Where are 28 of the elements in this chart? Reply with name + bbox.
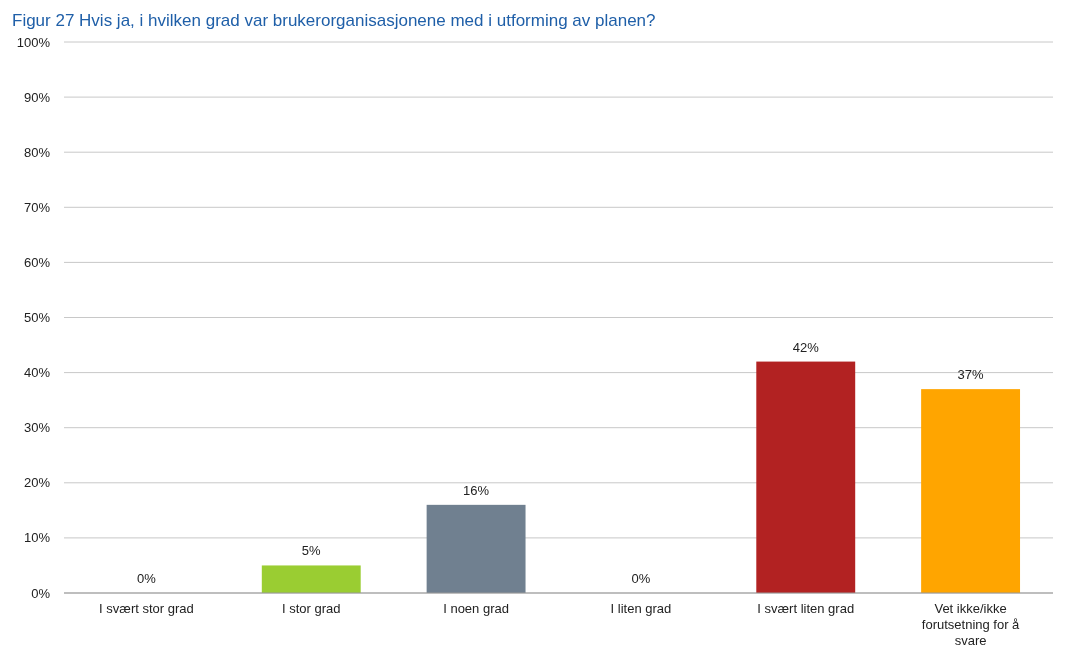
bar (756, 361, 856, 593)
y-tick-label: 0% (31, 585, 51, 601)
y-tick-label: 70% (23, 199, 51, 215)
y-tick-label: 90% (23, 89, 51, 105)
data-label: 0% (137, 571, 157, 586)
bar (921, 389, 1021, 593)
data-label: 16% (463, 482, 490, 498)
data-label: 37% (957, 367, 985, 383)
x-tick-label: I stor grad (281, 601, 341, 616)
y-tick-label: 10% (23, 530, 51, 546)
bar (261, 565, 361, 593)
y-tick-label: 50% (23, 310, 51, 326)
data-label: 5% (301, 543, 322, 559)
y-tick-label: 60% (23, 254, 51, 270)
y-tick-label: 100% (16, 34, 51, 50)
bar (426, 504, 526, 593)
y-tick-label: 40% (23, 365, 51, 381)
x-tick-label: I noen grad (443, 601, 509, 616)
y-tick-label: 20% (23, 475, 51, 491)
x-tick-label: Vet ikke/ikke forutsetning for å svare (921, 601, 1021, 648)
chart-title: Figur 27 Hvis ja, i hvilken grad var brukerorganisasjonene med i utforming av planen? (12, 11, 656, 30)
y-tick-label: 80% (23, 144, 51, 160)
x-tick-label: I svært stor grad (99, 601, 194, 616)
y-tick-label: 30% (23, 420, 51, 436)
x-tick-label: I liten grad (610, 601, 672, 616)
data-label: 0% (631, 571, 651, 586)
x-tick-label: I svært liten grad (757, 601, 855, 616)
data-label: 42% (792, 339, 820, 355)
